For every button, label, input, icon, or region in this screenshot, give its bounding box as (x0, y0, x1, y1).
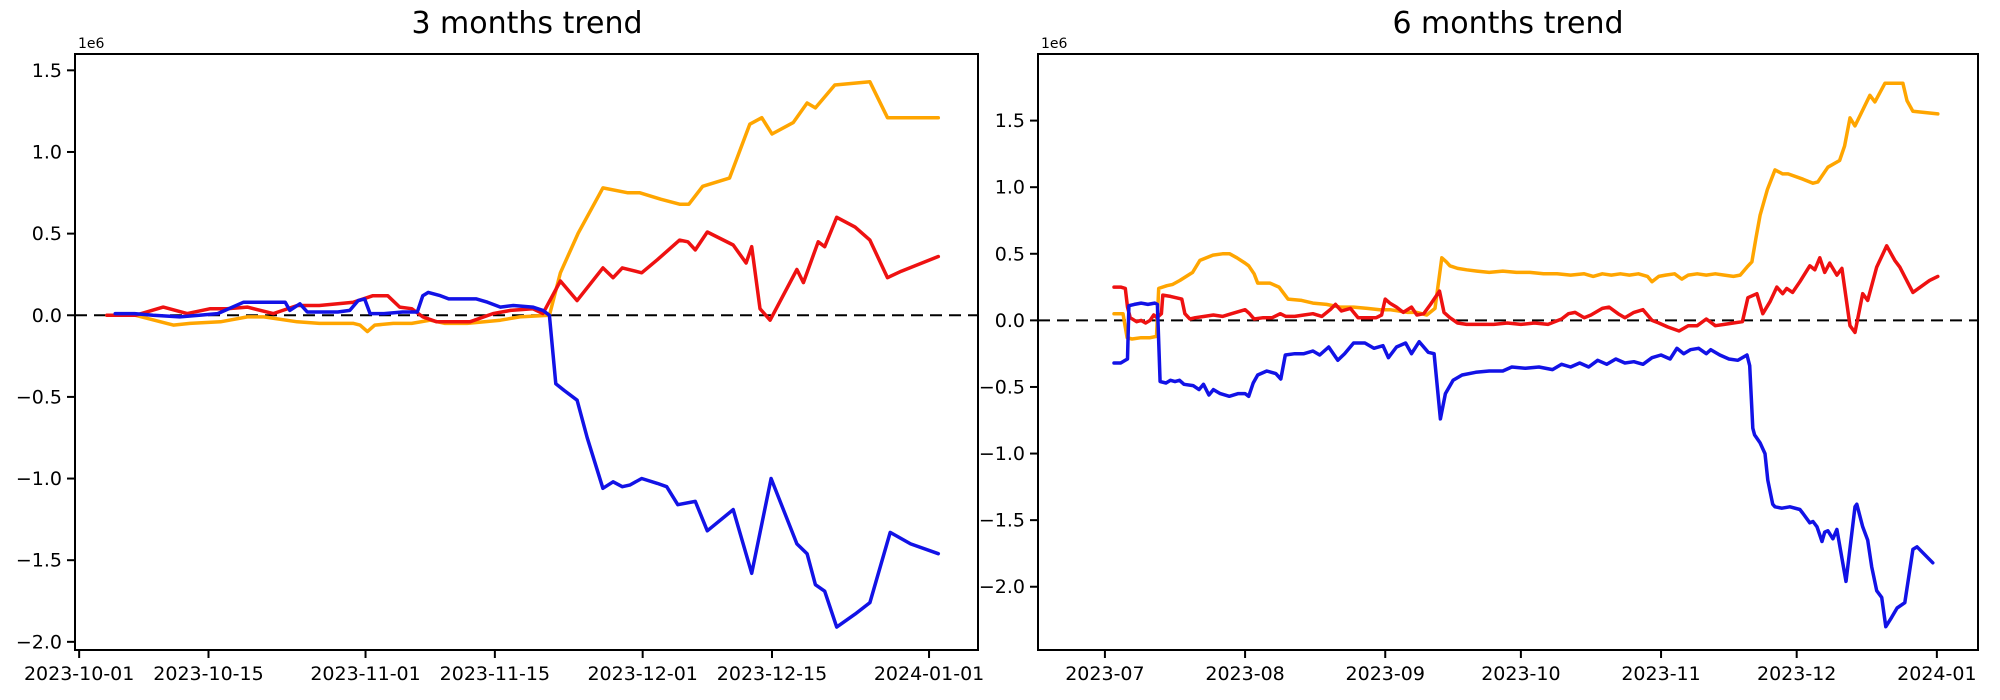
x-tick-label: 2023-10-15 (153, 663, 263, 685)
x-tick-label: 2023-12-01 (587, 663, 697, 685)
series-line-orange (1112, 81, 1940, 341)
chart-3-months-trend: 1.5 1.0 0.5 0.0 −0.5 −1.0 −1.5 −2.0 2023-10-01 20… (16, 53, 984, 685)
y-axis-offset-label-right: 1e6 (1041, 36, 1068, 52)
series-group (105, 80, 941, 629)
x-tick-label: 2023-11-15 (440, 663, 550, 685)
x-tick-label: 2023-12 (1757, 663, 1836, 685)
y-tick-label: 1.0 (995, 177, 1025, 199)
x-tick-label: 2023-08 (1205, 663, 1284, 685)
x-tick-label: 2024-01 (1897, 663, 1976, 685)
chart-title-3-months: 3 months trend (411, 6, 643, 41)
y-tick-label: −0.5 (16, 386, 62, 408)
y-tick-label: 0.0 (995, 310, 1025, 332)
x-tick-label: 2023-10 (1481, 663, 1560, 685)
series-line-orange (105, 80, 941, 334)
x-tick-label: 2024-01-01 (874, 663, 984, 685)
x-tick-label: 2023-10-01 (24, 663, 134, 685)
chart-6-months-trend: 1.5 1.0 0.5 0.0 −0.5 −1.0 −1.5 −2.0 2023-07 2023-… (979, 53, 1979, 685)
x-tick-label: 2023-11 (1621, 663, 1700, 685)
x-tick-label: 2023-07 (1065, 663, 1144, 685)
y-tick-label: 1.5 (995, 110, 1025, 132)
y-tick-label: −2.0 (16, 631, 62, 653)
y-tick-label: −1.0 (979, 443, 1025, 465)
series-line-blue (113, 290, 941, 629)
y-tick-label: 1.5 (32, 60, 62, 82)
y-tick-label: 1.0 (32, 141, 62, 163)
y-tick-label: 0.5 (995, 243, 1025, 265)
axes-spines (1037, 53, 1979, 651)
axes-spines (74, 53, 979, 651)
y-axis-offset-label-left: 1e6 (78, 36, 105, 52)
chart-title-6-months: 6 months trend (1392, 6, 1624, 41)
y-tick-label: −1.5 (979, 510, 1025, 532)
x-tick-label: 2023-12-15 (717, 663, 827, 685)
series-group (1112, 81, 1940, 629)
y-tick-label: −0.5 (979, 376, 1025, 398)
series-line-red (1112, 244, 1940, 335)
y-tick-label: 0.5 (32, 223, 62, 245)
series-line-blue (1112, 301, 1935, 629)
x-tick-label: 2023-11-01 (310, 663, 420, 685)
y-tick-label: −2.0 (979, 576, 1025, 598)
x-tick-label: 2023-09 (1346, 663, 1425, 685)
y-tick-label: 0.0 (32, 305, 62, 327)
y-tick-label: −1.5 (16, 550, 62, 572)
y-tick-label: −1.0 (16, 468, 62, 490)
